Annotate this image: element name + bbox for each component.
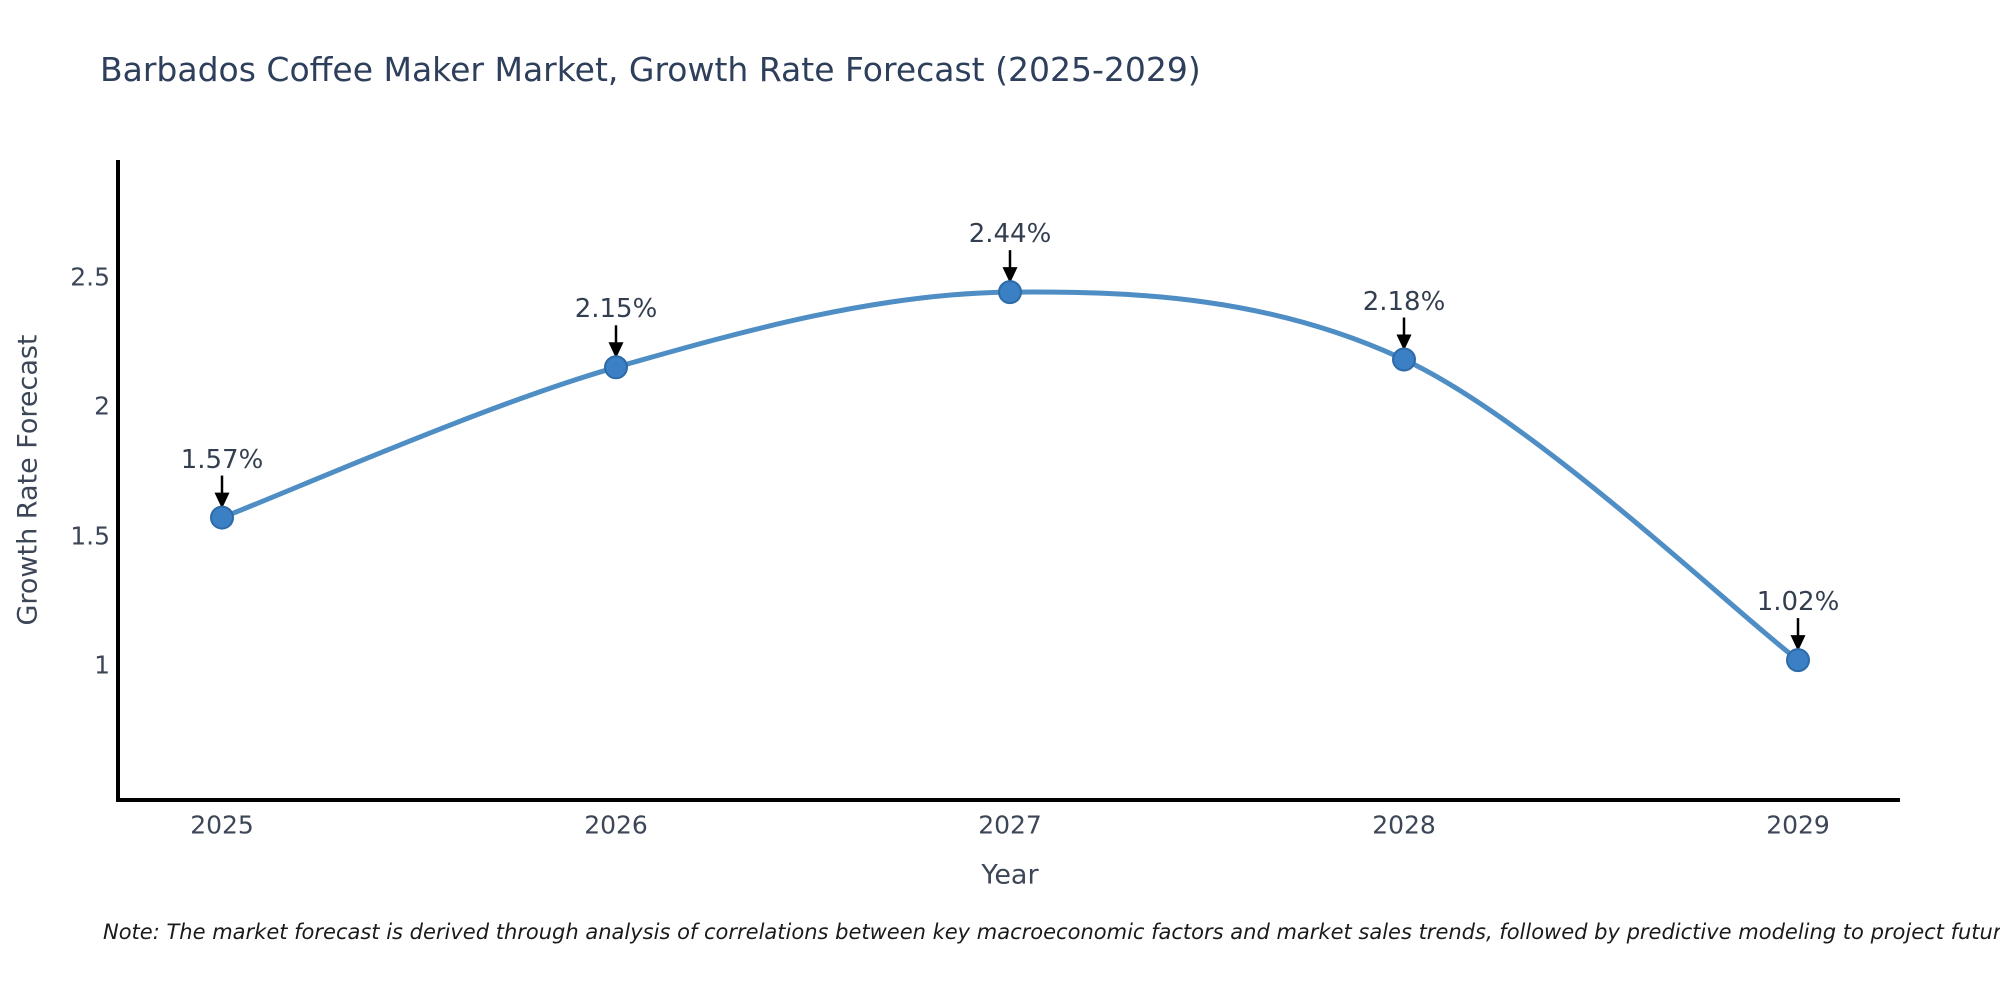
x-tick-label: 2029 (1766, 810, 1830, 840)
annotation-arrowhead-icon (1002, 267, 1018, 284)
data-point-marker (1392, 347, 1416, 372)
point-value-annotation: 1.57% (180, 444, 264, 475)
annotation-arrowhead-icon (608, 342, 624, 359)
x-tick-label: 2028 (1372, 810, 1436, 840)
annotation-arrowhead-icon (214, 492, 230, 509)
forecast-line (219, 289, 1801, 663)
y-tick-label: 2 (94, 391, 110, 421)
point-value-annotation: 2.18% (1362, 286, 1446, 317)
point-value-annotation: 1.02% (1756, 587, 1840, 618)
annotation-arrowhead-icon (1790, 635, 1806, 652)
y-tick-label: 1 (94, 650, 110, 680)
point-value-annotation: 2.44% (968, 219, 1052, 250)
footnote: Note: The market forecast is derived thr… (103, 920, 2000, 944)
x-tick-label: 2025 (190, 810, 254, 840)
data-point-marker (1786, 648, 1810, 673)
data-point-marker (604, 355, 628, 380)
x-tick-label: 2027 (978, 810, 1042, 840)
x-tick-label: 2026 (584, 810, 648, 840)
y-tick-label: 1.5 (70, 521, 110, 551)
data-point-marker (210, 505, 234, 530)
point-value-annotation: 2.15% (574, 294, 658, 325)
chart-title: Barbados Coffee Maker Market, Growth Rat… (100, 50, 1201, 89)
annotation-arrowhead-icon (1396, 334, 1412, 351)
data-point-marker (998, 280, 1022, 305)
y-tick-label: 2.5 (70, 262, 110, 292)
x-axis-title: Year (981, 859, 1039, 891)
